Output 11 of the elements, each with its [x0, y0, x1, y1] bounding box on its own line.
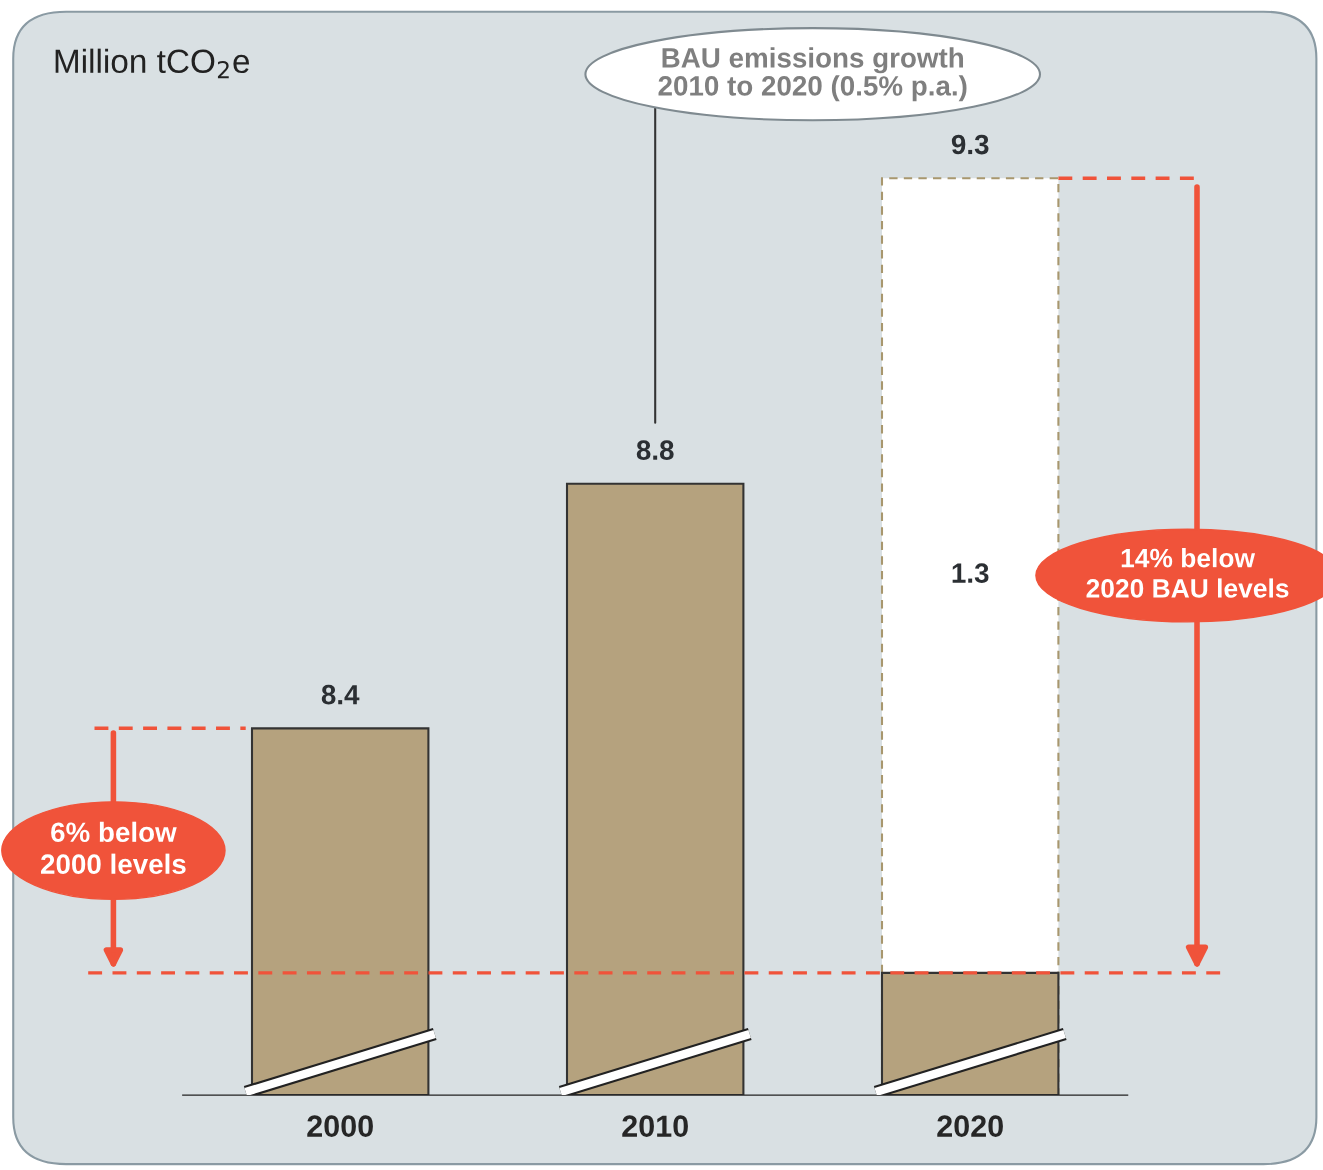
data-label: 8.8 — [636, 440, 674, 460]
x-tick-label: 2000 — [307, 1115, 373, 1138]
annotation: 14% below 2020 BAU levels — [1086, 548, 1289, 598]
annotation: 6% below 2000 levels — [41, 821, 186, 875]
annotation: 1.3 — [952, 563, 989, 584]
x-tick-label: 2010 — [622, 1115, 688, 1138]
y-axis-title: Million tCO$_{2}$e — [55, 48, 250, 79]
data-label: 9.3 — [951, 134, 989, 155]
data-label: 8.4 — [321, 684, 360, 705]
annotation: BAU emissions growth 2010 to 2020 (0.5% p.a.) — [658, 47, 967, 102]
x-tick-label: 2020 — [937, 1115, 1003, 1138]
